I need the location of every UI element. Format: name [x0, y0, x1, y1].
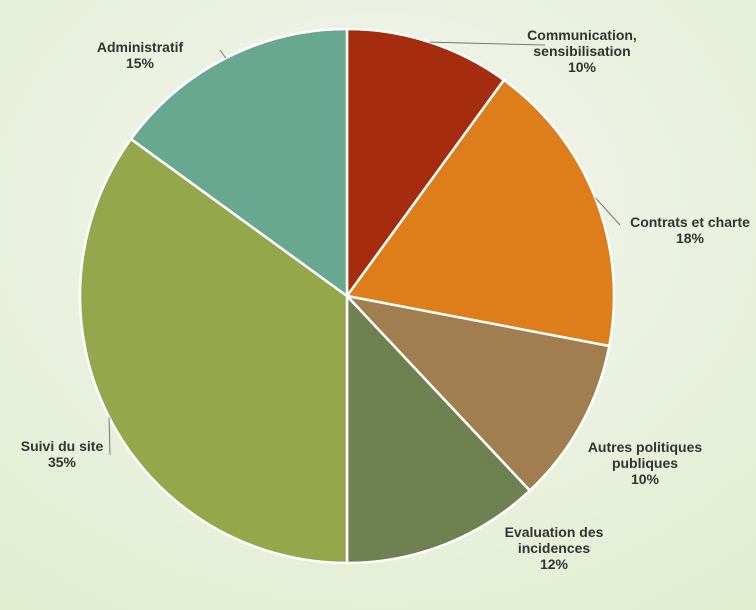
- slice-value-label: 35%: [48, 454, 77, 470]
- pie-slice-2: [344, 78, 616, 348]
- slice-name-label: Communication,: [527, 27, 637, 43]
- leader-line-5: [108, 417, 111, 456]
- slice-name-label: sensibilisation: [533, 43, 630, 59]
- leader-lines: [108, 41, 621, 456]
- slice-name-label: Suivi du site: [21, 438, 104, 454]
- slice-label-6: Administratif 15%: [97, 39, 184, 71]
- leader-line-1: [429, 41, 546, 46]
- leader-line-6: [219, 49, 227, 59]
- slice-value-label: 12%: [540, 556, 569, 572]
- pie-slice-3: [343, 294, 611, 493]
- slice-label-1: Communication, sensibilisation 10%: [527, 27, 637, 75]
- slice-value-label: 18%: [676, 230, 705, 246]
- pie-slices: [78, 27, 616, 565]
- slice-name-label: Evaluation des: [505, 524, 604, 540]
- pie-slice-6: [129, 27, 349, 299]
- slice-value-label: 10%: [568, 59, 597, 75]
- slice-label-4: Evaluation des incidences 12%: [505, 524, 604, 572]
- slice-name-label: Contrats et charte: [630, 214, 750, 230]
- leader-line-2: [594, 197, 621, 226]
- slice-label-3: Autres politiques publiques 10%: [588, 439, 703, 487]
- slice-name-label: Administratif: [97, 39, 184, 55]
- slice-name-label: incidences: [518, 540, 591, 556]
- slice-label-5: Suivi du site 35%: [21, 438, 104, 470]
- pie-slice-1: [345, 27, 506, 300]
- slice-name-label: publiques: [612, 455, 678, 471]
- slice-value-label: 15%: [126, 55, 155, 71]
- slice-labels: Communication, sensibilisation 10%Contrats…: [21, 27, 750, 572]
- slice-label-2: Contrats et charte 18%: [630, 214, 750, 246]
- slice-value-label: 10%: [631, 471, 660, 487]
- pie-slice-4: [345, 292, 532, 565]
- slice-name-label: Autres politiques: [588, 439, 703, 455]
